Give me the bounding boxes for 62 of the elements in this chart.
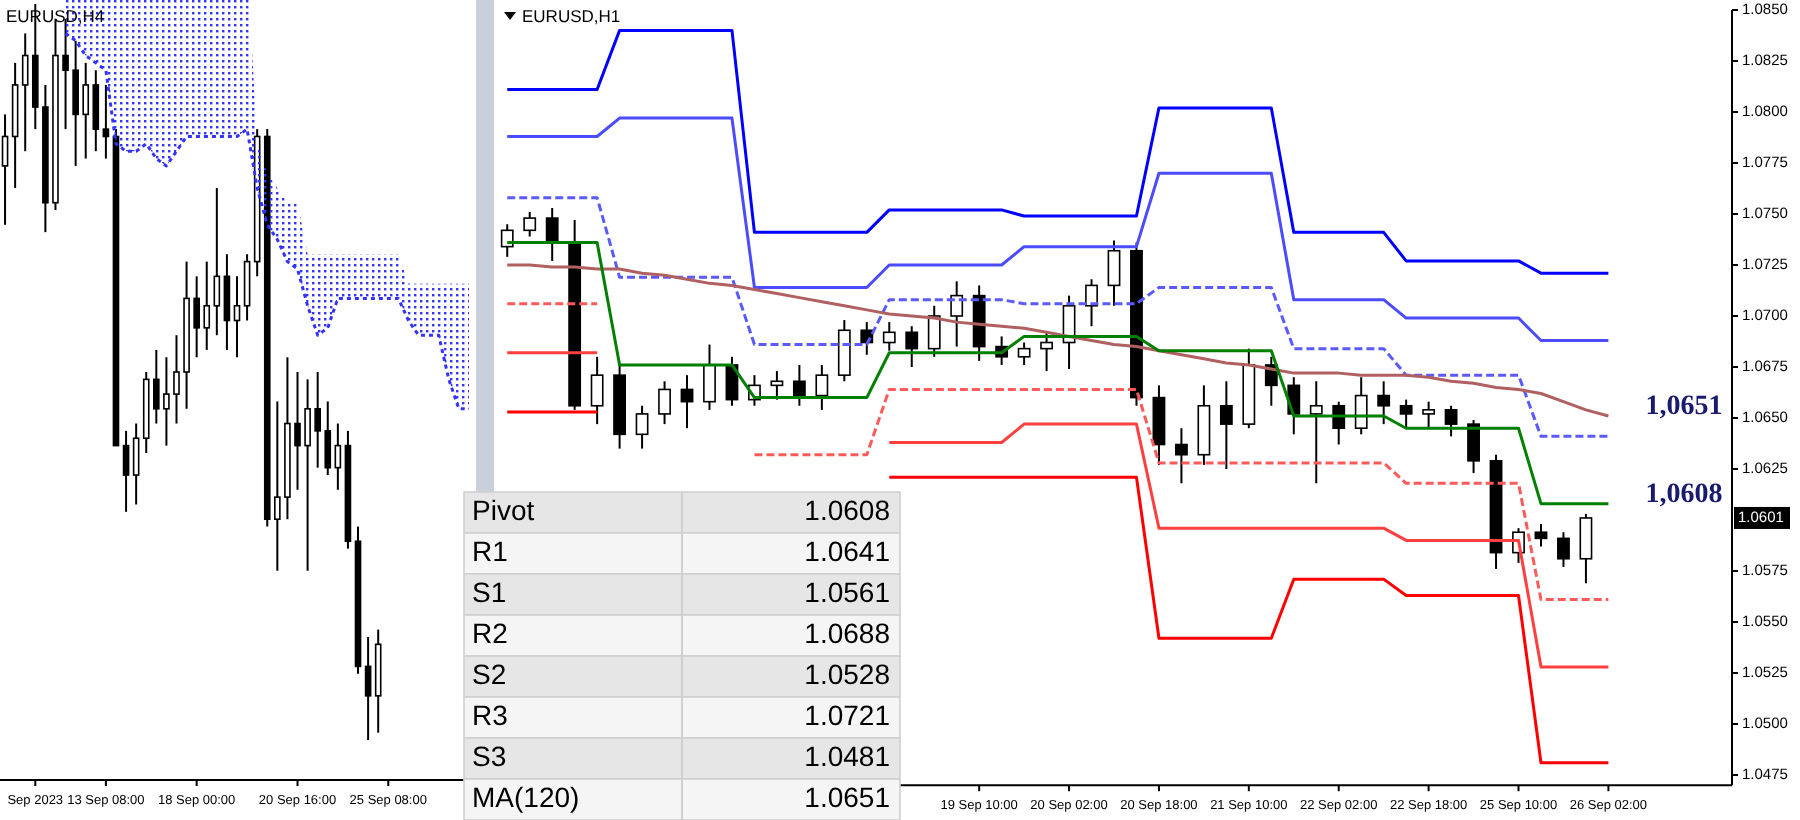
category-label: MA(120) — [472, 780, 580, 813]
candlestick — [590, 355, 604, 426]
category-label: S2 — [472, 657, 507, 690]
candlestick — [233, 275, 241, 359]
data-label: 1.0608 — [804, 493, 891, 526]
category-label: S3 — [472, 739, 507, 772]
category-label: S1 — [472, 575, 507, 608]
candlestick — [523, 210, 537, 238]
data-label: 1.0651 — [804, 780, 891, 813]
candlestick — [792, 363, 806, 407]
candlestick — [635, 404, 649, 450]
candlestick — [1377, 380, 1391, 426]
candlestick — [223, 253, 231, 351]
candlestick — [1557, 531, 1570, 568]
candlestick — [837, 319, 851, 383]
candlestick — [1309, 380, 1323, 485]
category-label: R2 — [472, 616, 509, 649]
candlestick — [1085, 278, 1098, 328]
data-label: 1.0688 — [804, 616, 891, 649]
candlestick — [770, 370, 784, 401]
line-series — [505, 263, 1610, 418]
candlestick — [905, 325, 919, 368]
data-label: 1,0608 — [1645, 480, 1723, 511]
data-label: 1,0651 — [1645, 392, 1723, 423]
candlestick — [1467, 419, 1480, 475]
candlestick — [1534, 523, 1548, 548]
candlestick — [1219, 380, 1233, 470]
candlestick — [1399, 398, 1413, 430]
candlestick — [815, 363, 829, 411]
category-label: R1 — [472, 534, 509, 567]
candlestick — [703, 343, 716, 411]
chart-title: EURUSD,H1 — [522, 6, 621, 26]
data-label: 1.0721 — [804, 698, 891, 731]
candlestick — [882, 321, 896, 352]
candlestick — [1579, 512, 1593, 585]
candlestick — [1017, 341, 1031, 366]
category-label: Pivot — [472, 493, 535, 526]
candlestick — [213, 187, 221, 337]
candlestick — [1107, 239, 1121, 307]
candlestick — [658, 380, 671, 426]
line-series — [505, 116, 1610, 342]
candlestick — [1152, 384, 1166, 466]
candlestick — [1354, 376, 1368, 436]
candlestick — [132, 422, 140, 506]
candlestick — [364, 635, 372, 741]
candlestick — [1422, 400, 1436, 430]
candlestick — [1040, 331, 1053, 373]
data-label: 1.0641 — [804, 534, 891, 567]
candlestick — [102, 83, 110, 160]
data-label: 1.0561 — [804, 575, 891, 608]
line-series — [505, 196, 1610, 438]
candlestick — [1175, 427, 1188, 485]
candlestick — [950, 280, 964, 348]
category-label: R3 — [472, 698, 509, 731]
line-series — [505, 28, 1610, 275]
candlestick — [927, 304, 941, 358]
data-label: 1.0528 — [804, 657, 891, 690]
candlestick — [243, 253, 251, 322]
candlestick — [545, 206, 559, 262]
candlestick — [122, 429, 130, 513]
candlestick — [1444, 404, 1458, 438]
data-label: 1.0481 — [804, 739, 891, 772]
